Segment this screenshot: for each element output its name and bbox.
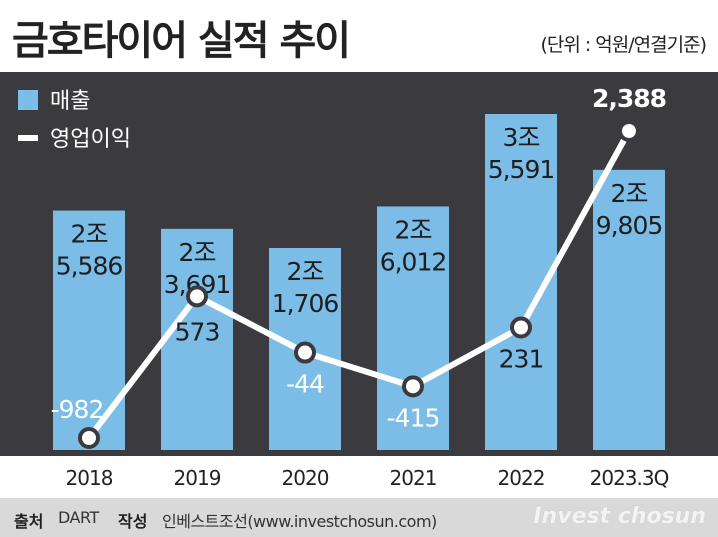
sales-label-line1-2023.3Q: 2조 <box>611 179 648 208</box>
sales-label-line2-2021: 6,012 <box>380 247 447 276</box>
author-value: 인베스트조선(www.investchosun.com) <box>162 512 437 531</box>
sales-bar-2023.3Q <box>593 169 665 450</box>
sales-bar-2019 <box>161 228 233 450</box>
header: 금호타이어 실적 추이 (단위 : 억원/연결기준) <box>0 0 718 72</box>
operating-profit-point-2021 <box>402 375 424 398</box>
operating-profit-point-2023.3Q <box>618 120 640 142</box>
brand-logo: Invest chosun <box>533 504 706 529</box>
x-tick-2023.3Q: 2023.3Q <box>590 466 669 490</box>
operating-profit-label-2018: -982 <box>51 395 104 424</box>
operating-profit-label-2022: 231 <box>499 344 544 373</box>
operating-profit-line <box>86 129 632 440</box>
sales-label-line2-2018: 5,586 <box>56 252 123 281</box>
source-label: 출처 <box>14 512 44 531</box>
operating-profit-point-2018 <box>78 427 100 449</box>
footer: 출처 DART 작성 인베스트조선(www.investchosun.com) … <box>0 498 718 537</box>
sales-label-line1-2022: 3조 <box>503 123 540 152</box>
legend-label-sales: 매출 <box>50 89 90 114</box>
operating-profit-label-2020: -44 <box>286 370 324 399</box>
sales-label-line1-2021: 2조 <box>395 215 432 244</box>
x-tick-2021: 2021 <box>390 466 437 490</box>
sales-label-line2-2020: 1,706 <box>272 289 339 318</box>
operating-profit-label-2021: -415 <box>387 403 440 432</box>
operating-profit-label-2019: 573 <box>175 317 220 346</box>
unit-note: (단위 : 억원/연결기준) <box>540 34 707 56</box>
chart-svg: 2조5,586 2조3,691 2조1,7062조6,0123조5,5912조9,8… <box>18 84 670 490</box>
x-tick-2020: 2020 <box>282 466 329 490</box>
author-label: 작성 <box>118 512 148 531</box>
legend-swatch-operating-profit <box>18 135 38 141</box>
x-tick-2019: 2019 <box>174 466 221 490</box>
sales-label-line2-2022: 5,591 <box>488 155 555 184</box>
sales-label-line1-2018: 2조 <box>71 220 108 249</box>
source-value: DART <box>58 508 99 527</box>
legend-swatch-sales <box>18 90 38 110</box>
sales-bar-2021 <box>377 206 449 450</box>
sales-label-line1-2019: 2조 <box>179 238 216 267</box>
operating-profit-point-2022 <box>510 316 532 339</box>
sales-label-line2-2023.3Q: 9,805 <box>596 211 663 240</box>
x-tick-2022: 2022 <box>498 466 545 490</box>
operating-profit-point-2019 <box>186 285 208 308</box>
chart-title: 금호타이어 실적 추이 <box>12 18 351 64</box>
sales-label-line1-2020: 2조 <box>287 257 324 286</box>
x-tick-2018: 2018 <box>66 466 113 490</box>
operating-profit-point-2020 <box>294 341 316 364</box>
legend-label-operating-profit: 영업이익 <box>50 127 131 152</box>
operating-profit-label-2023.3Q: 2,388 <box>592 84 666 113</box>
